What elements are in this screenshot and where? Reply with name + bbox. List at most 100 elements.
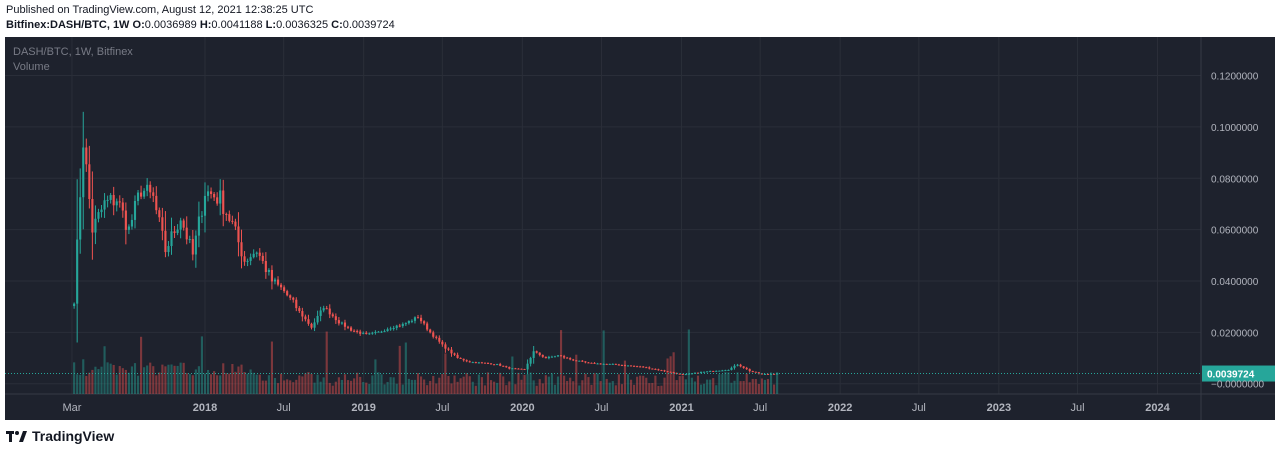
candle-body — [410, 320, 413, 322]
volume-bar — [690, 377, 693, 394]
volume-bar — [310, 374, 313, 394]
volume-bar — [76, 374, 79, 394]
candle-body — [106, 199, 109, 201]
candle-body — [465, 360, 468, 362]
x-tick-label: Jul — [753, 402, 767, 414]
volume-bar — [210, 374, 213, 394]
volume-bar — [626, 374, 630, 394]
candle-body — [733, 365, 736, 368]
candle-body — [687, 373, 690, 375]
volume-bar — [167, 364, 170, 394]
volume-bar — [514, 384, 517, 394]
candle-body — [675, 372, 678, 374]
candle-body — [213, 193, 216, 198]
candle-body — [581, 360, 584, 362]
candle-body — [690, 373, 693, 375]
volume-bar — [362, 381, 365, 394]
volume-bar — [699, 384, 703, 394]
candle-body — [459, 357, 462, 359]
volume-bar — [158, 372, 161, 394]
volume-bar — [301, 376, 304, 394]
candle-body — [566, 357, 569, 359]
candle-body — [773, 373, 776, 375]
volume-bar — [213, 371, 216, 394]
candle-body — [456, 354, 459, 358]
candle-body — [413, 317, 417, 321]
volume-bar — [633, 384, 636, 394]
volume-bar — [392, 377, 395, 394]
volume-bar — [246, 373, 249, 394]
candle-body — [334, 316, 337, 321]
candle-body — [343, 322, 347, 327]
volume-bar — [115, 374, 118, 394]
candle-body — [353, 330, 356, 332]
volume-bar — [523, 374, 526, 394]
candle-body — [304, 316, 307, 320]
volume-bar — [146, 365, 149, 394]
candle-body — [672, 372, 675, 374]
volume-bar — [529, 372, 532, 394]
candle-body — [623, 365, 627, 367]
volume-bar — [423, 379, 426, 394]
volume-bar — [136, 375, 140, 394]
volume-bar — [298, 375, 301, 394]
volume-bar — [763, 379, 767, 394]
candle-body — [529, 357, 532, 364]
candle-body — [441, 341, 444, 345]
volume-bar — [748, 382, 751, 394]
volume-bar — [438, 377, 441, 394]
x-tick-label: 2019 — [351, 402, 375, 414]
volume-bar — [508, 381, 511, 394]
volume-bar — [721, 374, 724, 394]
volume-bar — [645, 377, 648, 394]
volume-bar — [112, 364, 115, 394]
symbol-ohlc-line: Bitfinex:DASH/BTC, 1W O:0.0036989 H:0.00… — [6, 19, 395, 31]
volume-bar — [575, 354, 578, 394]
candle-body — [115, 201, 118, 206]
candle-body — [371, 332, 374, 334]
candle-body — [100, 209, 103, 213]
volume-bar — [584, 373, 587, 394]
candle-body — [544, 356, 547, 359]
volume-bar — [480, 377, 483, 394]
candle-body — [389, 328, 392, 330]
candle-body — [486, 362, 490, 364]
chart-area[interactable]: 0.0039724 0.1200000 0.1000000 0.0800000 0.06… — [5, 37, 1275, 420]
candle-body — [407, 320, 410, 324]
candle-body — [538, 352, 541, 355]
volume-bar — [602, 330, 605, 394]
candle-body — [225, 213, 228, 215]
volume-bar — [179, 362, 182, 394]
volume-bar — [483, 385, 487, 394]
volume-bar — [313, 382, 316, 394]
y-tick-label: 0.0200000 — [1211, 328, 1259, 339]
candle-body — [721, 370, 724, 372]
volume-bar — [191, 375, 194, 394]
candle-body — [511, 368, 514, 370]
volume-bar — [709, 379, 712, 394]
candle-body — [368, 333, 371, 335]
low-label: L: — [265, 19, 277, 31]
footer-brand[interactable]: TradingView — [6, 428, 114, 444]
volume-bar — [706, 379, 709, 394]
volume-bar — [331, 385, 334, 394]
volume-bar — [188, 374, 191, 394]
last-price-badge — [1202, 365, 1275, 382]
volume-bar — [185, 373, 188, 394]
candle-body — [88, 164, 91, 199]
price-chart[interactable]: 0.0039724 0.1200000 0.1000000 0.0800000 0.06… — [5, 37, 1275, 420]
candle-body — [280, 284, 283, 288]
volume-bar — [651, 382, 654, 394]
volume-bar — [106, 362, 109, 394]
volume-bar — [118, 366, 121, 394]
y-tick-label: 0.1200000 — [1211, 72, 1259, 83]
symbol-label: Bitfinex:DASH/BTC, 1W — [6, 19, 130, 31]
volume-bar — [349, 380, 353, 394]
brand-name: TradingView — [32, 428, 115, 444]
candle-body — [273, 279, 277, 282]
candle-body — [191, 239, 194, 255]
candle-body — [392, 328, 395, 330]
candle-body — [426, 323, 429, 330]
candle-body — [745, 367, 748, 370]
volume-bar — [459, 378, 462, 394]
